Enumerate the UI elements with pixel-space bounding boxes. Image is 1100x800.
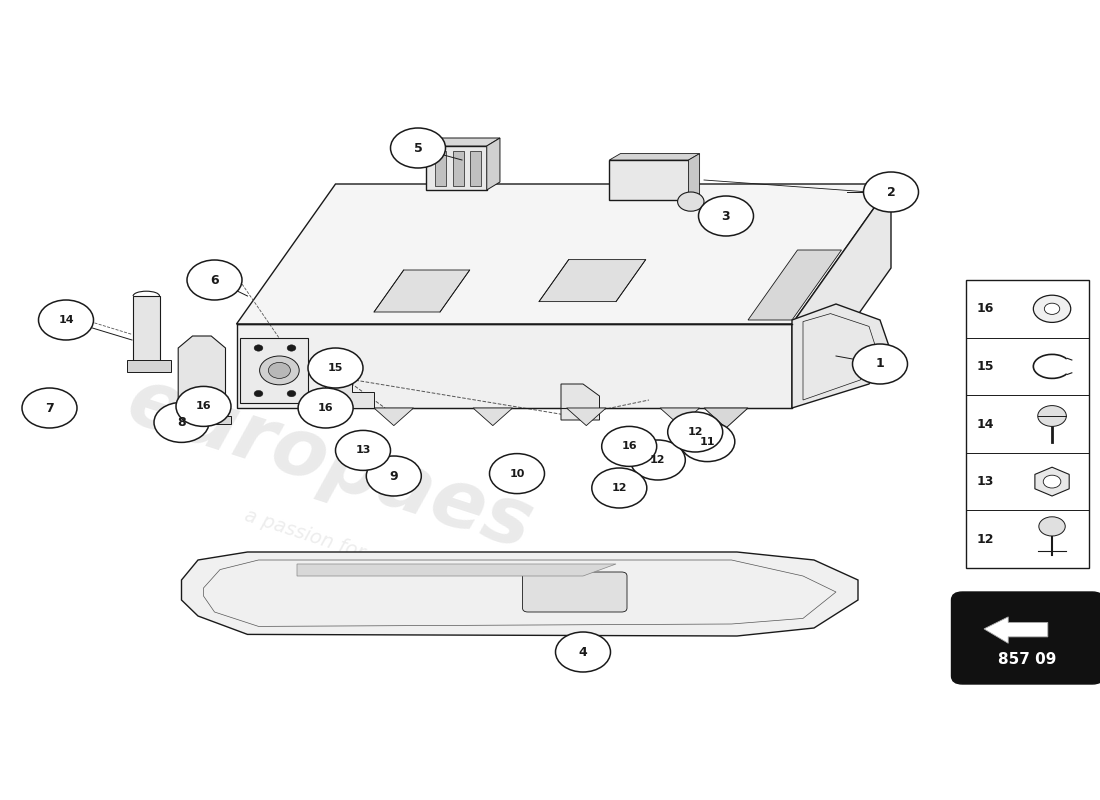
Polygon shape <box>561 384 600 420</box>
Circle shape <box>490 454 544 494</box>
Circle shape <box>668 412 723 452</box>
Polygon shape <box>792 184 891 408</box>
Circle shape <box>680 422 735 462</box>
Circle shape <box>678 192 704 211</box>
Polygon shape <box>240 338 308 403</box>
Polygon shape <box>792 304 891 408</box>
Polygon shape <box>609 160 689 200</box>
Circle shape <box>154 402 209 442</box>
Circle shape <box>260 356 299 385</box>
Circle shape <box>1043 475 1060 488</box>
Polygon shape <box>704 408 748 428</box>
Text: 3: 3 <box>722 210 730 222</box>
Text: 5: 5 <box>414 142 422 154</box>
Polygon shape <box>473 408 513 426</box>
Polygon shape <box>984 617 1048 643</box>
Polygon shape <box>453 150 464 186</box>
Polygon shape <box>133 296 160 364</box>
Polygon shape <box>660 408 700 426</box>
Polygon shape <box>426 138 499 146</box>
Text: 15: 15 <box>328 363 343 373</box>
Circle shape <box>254 390 263 397</box>
Text: 16: 16 <box>977 302 994 315</box>
Text: 1: 1 <box>876 358 884 370</box>
Circle shape <box>602 426 657 466</box>
Text: 13: 13 <box>977 475 994 488</box>
FancyBboxPatch shape <box>522 572 627 612</box>
Polygon shape <box>170 416 231 424</box>
Polygon shape <box>426 146 486 190</box>
Polygon shape <box>236 184 891 324</box>
Circle shape <box>1037 406 1066 426</box>
Text: 2: 2 <box>887 186 895 198</box>
Polygon shape <box>182 552 858 636</box>
Text: a passion for parts since 1985: a passion for parts since 1985 <box>242 506 528 614</box>
Circle shape <box>1038 517 1065 536</box>
Polygon shape <box>126 360 170 372</box>
Polygon shape <box>374 270 470 312</box>
Text: 15: 15 <box>977 360 994 373</box>
Circle shape <box>698 196 754 236</box>
Text: 11: 11 <box>700 437 715 446</box>
Text: 4: 4 <box>579 646 587 658</box>
Circle shape <box>268 362 290 378</box>
Polygon shape <box>486 138 499 190</box>
Text: 9: 9 <box>389 470 398 482</box>
Text: 14: 14 <box>58 315 74 325</box>
Polygon shape <box>236 324 792 408</box>
Polygon shape <box>324 368 374 408</box>
Text: 12: 12 <box>612 483 627 493</box>
Circle shape <box>298 388 353 428</box>
Polygon shape <box>1035 467 1069 496</box>
Polygon shape <box>609 154 700 160</box>
Text: 12: 12 <box>650 455 666 465</box>
Text: 16: 16 <box>196 402 211 411</box>
FancyBboxPatch shape <box>952 592 1100 684</box>
Circle shape <box>592 468 647 508</box>
Polygon shape <box>374 408 414 426</box>
Circle shape <box>1033 295 1070 322</box>
Circle shape <box>39 398 50 406</box>
Text: 16: 16 <box>621 442 637 451</box>
Polygon shape <box>689 154 700 200</box>
Circle shape <box>1044 303 1059 314</box>
Text: 16: 16 <box>318 403 333 413</box>
Polygon shape <box>748 250 842 320</box>
Polygon shape <box>471 150 482 186</box>
Circle shape <box>630 440 685 480</box>
Text: 10: 10 <box>509 469 525 478</box>
Circle shape <box>852 344 907 384</box>
Circle shape <box>176 386 231 426</box>
Circle shape <box>308 348 363 388</box>
Circle shape <box>254 345 263 351</box>
Text: 8: 8 <box>177 416 186 429</box>
Circle shape <box>336 430 390 470</box>
Circle shape <box>187 260 242 300</box>
Text: 13: 13 <box>355 446 371 455</box>
Polygon shape <box>566 408 606 426</box>
Text: 12: 12 <box>688 427 703 437</box>
Text: 12: 12 <box>977 533 994 546</box>
Text: europaes: europaes <box>118 362 542 566</box>
Circle shape <box>390 128 446 168</box>
Circle shape <box>864 172 918 212</box>
Text: 14: 14 <box>977 418 994 430</box>
Polygon shape <box>434 150 447 186</box>
Circle shape <box>39 300 94 340</box>
Circle shape <box>556 632 610 672</box>
Circle shape <box>366 456 421 496</box>
Circle shape <box>22 388 77 428</box>
Polygon shape <box>297 564 616 576</box>
Circle shape <box>287 345 296 351</box>
Polygon shape <box>178 336 226 420</box>
Text: 7: 7 <box>45 402 54 414</box>
Circle shape <box>287 390 296 397</box>
Text: 857 09: 857 09 <box>998 652 1057 666</box>
Polygon shape <box>539 259 646 302</box>
Text: 6: 6 <box>210 274 219 286</box>
